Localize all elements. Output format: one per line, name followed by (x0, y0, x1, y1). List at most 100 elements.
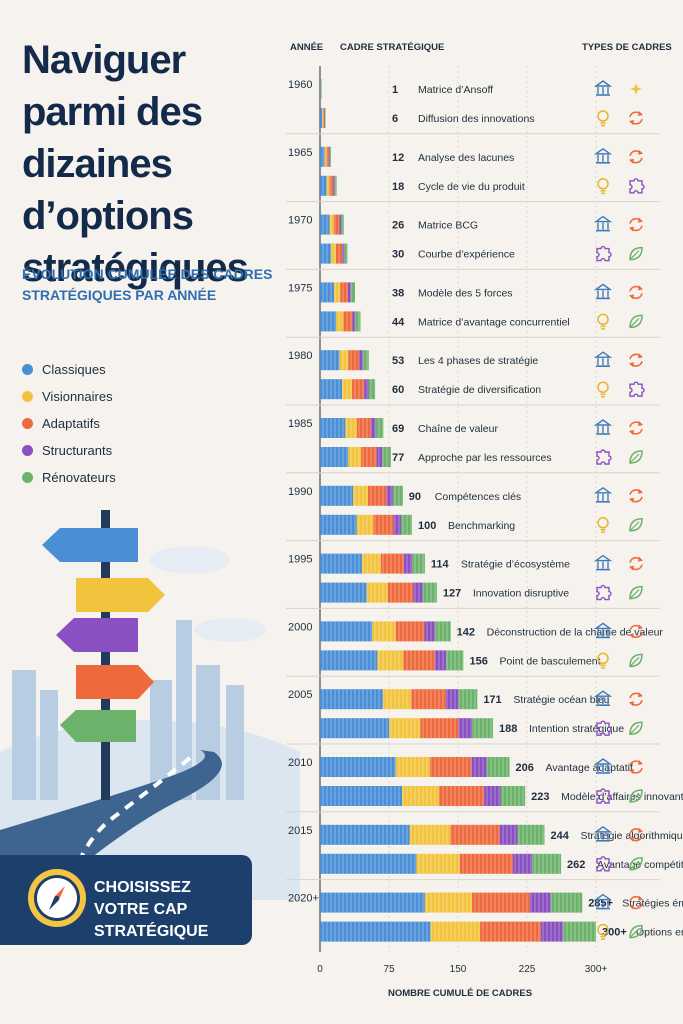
framework-name: Benchmarking (448, 520, 515, 532)
bar-segment (320, 650, 378, 671)
bar-segment (333, 175, 335, 196)
pillar-icon (593, 622, 613, 639)
bar-segment (320, 108, 323, 128)
bar-segment (339, 350, 349, 371)
cycle-icon (629, 692, 643, 707)
bar-segment (403, 553, 413, 574)
framework-name: Déconstruction de la chaîne de valeur (487, 626, 664, 638)
bulb-icon (597, 517, 609, 534)
bar-segment (324, 108, 326, 128)
bar-segment (350, 282, 355, 303)
pillar-icon (593, 486, 613, 503)
bar-segment (422, 582, 437, 603)
bar-count-label: 300+ (602, 927, 627, 939)
framework-name: Chaîne de valeur (418, 423, 498, 435)
bar-segment (320, 485, 354, 506)
year-label: 1990 (288, 486, 312, 498)
framework-name: Stratégies émergentes (622, 898, 683, 910)
pillar-icon (593, 215, 613, 232)
bar-segment (370, 418, 376, 438)
pillar-icon (593, 825, 613, 842)
bar-segment (326, 175, 330, 196)
bar-segment (373, 514, 394, 535)
year-label: 1995 (288, 554, 312, 566)
leaf-icon (629, 653, 643, 668)
bar-segment (472, 718, 493, 739)
bar-segment (386, 485, 393, 506)
bulb-icon (597, 381, 609, 398)
puzzle-icon (596, 856, 612, 872)
bar-segment (324, 146, 327, 167)
year-label: 1965 (288, 147, 312, 159)
bar-segment (320, 621, 373, 642)
bar-segment (347, 282, 351, 303)
bar-count-label: 6 (392, 113, 398, 125)
bulb-icon (597, 110, 609, 127)
leaf-icon (629, 924, 643, 939)
bar-segment (413, 582, 423, 603)
bar-segment (320, 146, 325, 167)
bar-segment (323, 108, 325, 128)
cycle-icon (629, 556, 643, 571)
bar-segment (320, 447, 349, 467)
bar-segment (458, 689, 478, 710)
year-label: 2015 (288, 825, 312, 837)
framework-name: Diffusion des innovations (418, 113, 535, 125)
bar-segment (329, 214, 334, 235)
compass-icon (28, 869, 86, 927)
bar-segment (562, 921, 596, 942)
framework-name: Les 4 phases de stratégie (418, 355, 538, 367)
bulb-icon (597, 652, 609, 669)
bar-segment (362, 350, 369, 371)
bar-segment (484, 786, 501, 806)
bar-segment (403, 650, 435, 671)
bar-segment (320, 824, 410, 845)
bar-segment (336, 311, 344, 332)
bar-segment (344, 243, 348, 264)
bar-count-label: 44 (392, 316, 405, 328)
legend-label: Adaptatifs (42, 416, 100, 431)
framework-name: Cycle de vie du produit (418, 181, 525, 193)
bar-segment (416, 853, 460, 874)
bar-segment (352, 311, 356, 332)
year-label: 1970 (288, 215, 312, 227)
bar-segment (320, 350, 340, 371)
bar-segment (364, 379, 369, 400)
bar-segment (395, 757, 430, 777)
bar-segment (389, 718, 421, 739)
bar-segment (342, 379, 353, 400)
leaf-icon (629, 857, 643, 871)
bar-segment (411, 689, 446, 710)
leaf-icon (629, 314, 643, 329)
pillar-icon (593, 147, 613, 164)
bar-count-label: 18 (392, 181, 404, 193)
bar-segment (352, 379, 365, 400)
bar-count-label: 90 (409, 491, 421, 503)
puzzle-icon (596, 584, 612, 601)
legend-item-adaptatifs: Adaptatifs (22, 410, 116, 437)
bar-segment (345, 418, 357, 438)
pillar-icon (593, 419, 613, 435)
bar-segment (471, 757, 487, 777)
page-subtitle: Évolution cumulée des cadres stratégique… (22, 266, 273, 303)
bar-segment (326, 146, 329, 167)
legend-label: Visionnaires (42, 389, 113, 404)
bar-segment (348, 447, 362, 467)
bar-segment (486, 757, 510, 777)
page-title: Naviguer parmi des dizaines d’options st… (22, 38, 249, 290)
bar-segment (377, 650, 404, 671)
bar-segment (320, 553, 362, 574)
framework-name: Stratégie d’écosystème (461, 559, 570, 571)
bar-count-label: 1 (392, 84, 398, 96)
bar-segment (499, 824, 518, 845)
bar-segment (356, 418, 371, 438)
bar-segment (320, 175, 327, 196)
bar-segment (320, 379, 343, 400)
cycle-icon (629, 895, 643, 910)
bar-count-label: 127 (443, 588, 461, 600)
bar-segment (320, 921, 431, 942)
column-header-framework: CADRE STRATÉGIQUE (340, 42, 445, 53)
cycle-icon (629, 827, 643, 842)
legend-item-renovateurs: Rénovateurs (22, 464, 116, 491)
